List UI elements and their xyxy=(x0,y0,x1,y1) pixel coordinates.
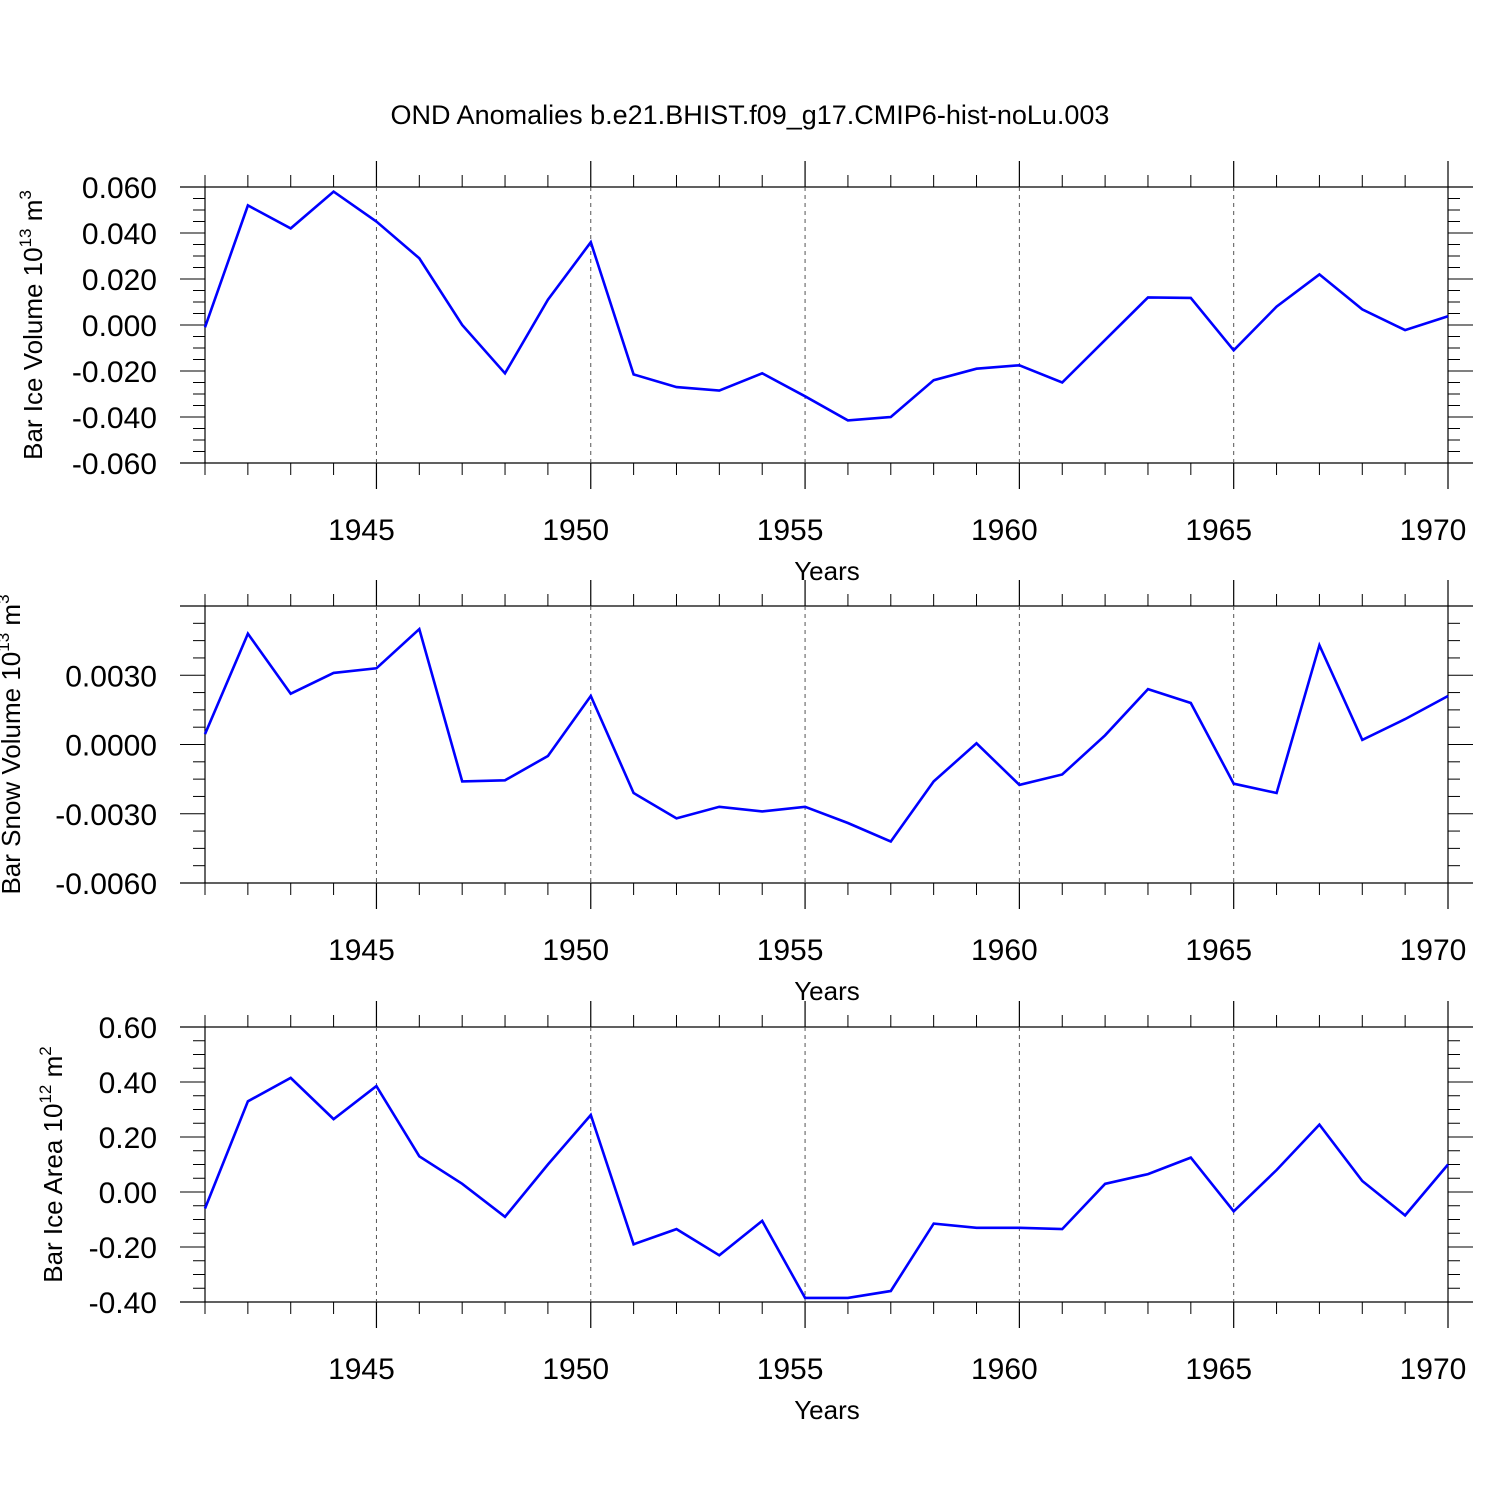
x-tick-label: 1945 xyxy=(328,934,395,967)
y-tick-label: -0.060 xyxy=(72,448,157,481)
y-axis-title-exponent: 13 xyxy=(0,633,13,652)
x-tick-label: 1960 xyxy=(971,1353,1038,1386)
y-axis-title-text: Bar Ice Area 10 xyxy=(38,1104,68,1283)
x-tick-label: 1955 xyxy=(757,934,824,967)
y-axis-title-unit: m xyxy=(0,604,26,633)
y-axis-title-unit-exponent: 2 xyxy=(36,1046,55,1055)
y-axis-title: Bar Snow Volume 1013 m3 xyxy=(0,594,26,894)
y-tick-label: 0.000 xyxy=(82,310,157,343)
chart-title: OND Anomalies b.e21.BHIST.f09_g17.CMIP6-… xyxy=(391,100,1110,130)
y-axis-title-exponent: 12 xyxy=(36,1085,55,1104)
x-tick-label: 1965 xyxy=(1185,934,1252,967)
y-tick-label: -0.20 xyxy=(89,1232,157,1265)
y-tick-label: 0.40 xyxy=(99,1067,157,1100)
y-axis-title-unit: m xyxy=(38,1056,68,1085)
y-tick-label: -0.40 xyxy=(89,1287,157,1320)
x-tick-label: 1960 xyxy=(971,514,1038,547)
series-line xyxy=(203,1076,1449,1300)
x-tick-label: 1950 xyxy=(542,514,609,547)
y-axis-title-text: Bar Snow Volume 10 xyxy=(0,652,26,895)
y-tick-label: 0.0030 xyxy=(65,660,157,693)
series-line xyxy=(203,626,1449,844)
x-tick-label: 1965 xyxy=(1185,514,1252,547)
x-tick-label: 1970 xyxy=(1400,934,1467,967)
y-axis-title-unit-exponent: 3 xyxy=(16,190,35,199)
y-axis-title-unit-exponent: 3 xyxy=(0,594,13,603)
x-tick-label: 1960 xyxy=(971,934,1038,967)
x-axis-title: Years xyxy=(794,556,860,586)
y-tick-label: 0.0000 xyxy=(65,730,157,763)
y-axis-title-unit: m xyxy=(18,200,48,229)
y-tick-label: 0.20 xyxy=(99,1122,157,1155)
y-axis-title: Bar Ice Volume 1013 m3 xyxy=(16,190,48,460)
y-tick-label: 0.020 xyxy=(82,264,157,297)
x-tick-label: 1965 xyxy=(1185,1353,1252,1386)
x-tick-label: 1970 xyxy=(1400,1353,1467,1386)
x-tick-label: 1955 xyxy=(757,1353,824,1386)
y-axis-title-exponent: 13 xyxy=(16,228,35,247)
panels: -0.060 -0.040 -0.020 0.000 0.020 0.040 0.060 19… xyxy=(0,161,1473,1425)
y-tick-label: 0.060 xyxy=(82,172,157,205)
y-axis-title: Bar Ice Area 1012 m2 xyxy=(36,1046,68,1283)
y-tick-label: 0.00 xyxy=(99,1177,157,1210)
y-tick-label: -0.0060 xyxy=(55,868,157,901)
x-tick-label: 1950 xyxy=(542,1353,609,1386)
panel-3: -0.40 -0.20 0.00 0.20 0.40 0.60 1945 1950 1955 19… xyxy=(36,1001,1473,1425)
y-tick-label: -0.020 xyxy=(72,356,157,389)
x-tick-label: 1950 xyxy=(542,934,609,967)
x-tick-label: 1945 xyxy=(328,1353,395,1386)
x-tick-label: 1970 xyxy=(1400,514,1467,547)
y-tick-label: -0.0030 xyxy=(55,799,157,832)
y-tick-label: -0.040 xyxy=(72,402,157,435)
x-tick-label: 1945 xyxy=(328,514,395,547)
series-line xyxy=(203,189,1449,422)
x-tick-label: 1955 xyxy=(757,514,824,547)
y-axis-title-text: Bar Ice Volume 10 xyxy=(18,247,48,459)
panel-1: -0.060 -0.040 -0.020 0.000 0.020 0.040 0.060 19… xyxy=(16,161,1473,586)
y-tick-label: 0.040 xyxy=(82,218,157,251)
y-tick-label: 0.60 xyxy=(99,1012,157,1045)
x-axis-title: Years xyxy=(794,1395,860,1425)
x-axis-title: Years xyxy=(794,976,860,1006)
panel-2: -0.0060 -0.0030 0.0000 0.0030 1945 1950 1955 19… xyxy=(0,580,1473,1006)
